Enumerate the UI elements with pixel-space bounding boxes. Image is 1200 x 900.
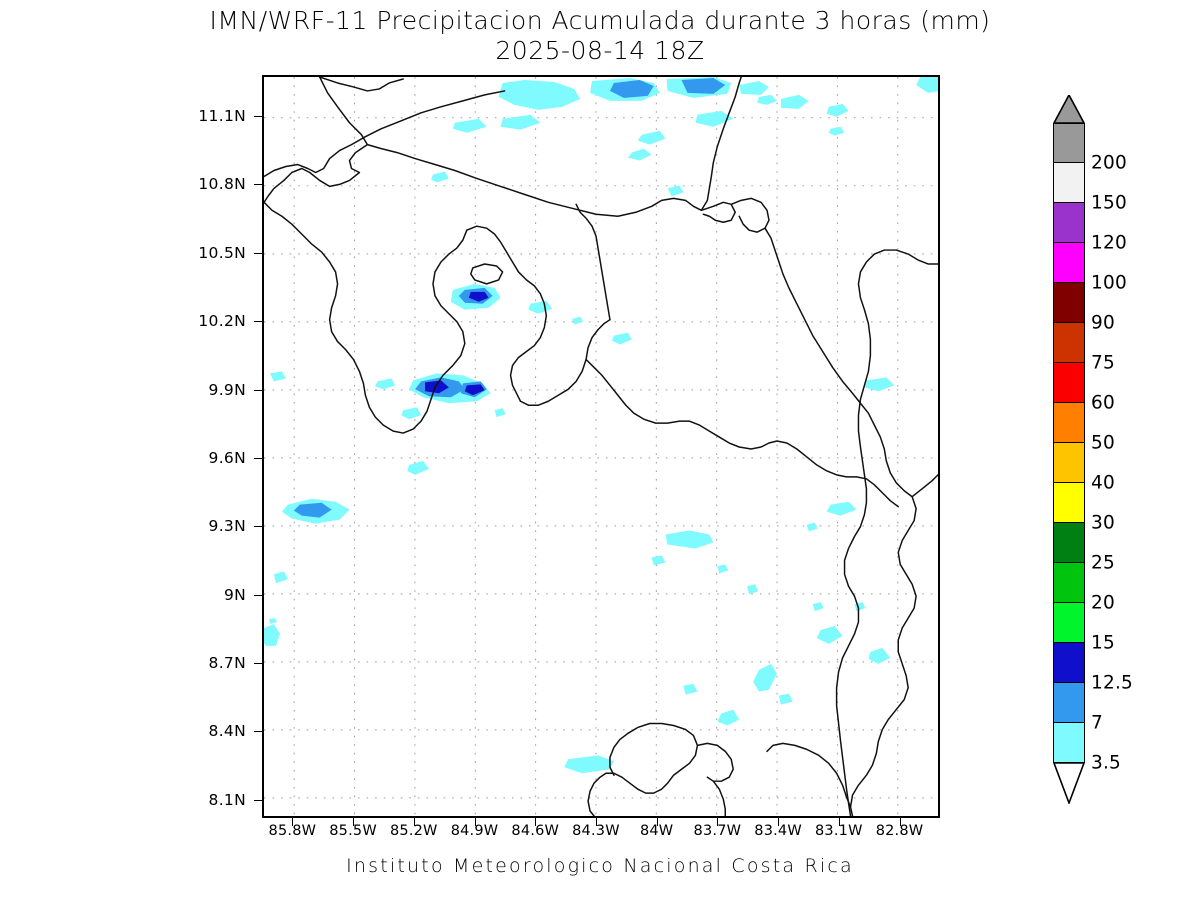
colorbar-segment bbox=[1053, 203, 1085, 243]
x-axis-label: 82.8W bbox=[875, 823, 924, 839]
y-axis-label: 9.9N bbox=[208, 380, 246, 399]
colorbar-tick-label: 50 bbox=[1091, 432, 1115, 454]
x-axis-label: 85.2W bbox=[389, 823, 438, 839]
chart-title-line1: IMN/WRF-11 Precipitacion Acumulada duran… bbox=[209, 6, 991, 35]
x-axis-label: 85.5W bbox=[329, 823, 377, 839]
colorbar-tick-label: 3.5 bbox=[1091, 752, 1122, 774]
colorbar-tick-label: 150 bbox=[1091, 192, 1127, 214]
y-axis-label: 10.8N bbox=[198, 175, 246, 194]
x-axis-tick bbox=[595, 818, 597, 826]
colorbar-segment bbox=[1053, 723, 1085, 763]
colorbar-tick-label: 90 bbox=[1091, 312, 1115, 334]
x-axis-label: 85.8W bbox=[268, 823, 317, 839]
x-axis-tick bbox=[656, 818, 658, 826]
y-axis-tick bbox=[254, 116, 262, 118]
map-plot-area bbox=[262, 75, 940, 818]
x-axis-tick bbox=[474, 818, 476, 826]
x-axis-tick bbox=[899, 818, 901, 826]
y-axis-label: 8.4N bbox=[208, 722, 246, 741]
colorbar-segment bbox=[1053, 523, 1085, 563]
y-axis-tick bbox=[254, 321, 262, 323]
colorbar-segment bbox=[1053, 603, 1085, 643]
y-axis-tick bbox=[254, 457, 262, 459]
colorbar-segment bbox=[1053, 403, 1085, 443]
colorbar-tick-label: 15 bbox=[1091, 632, 1115, 654]
colorbar-tick-label: 40 bbox=[1091, 472, 1115, 494]
colorbar-tick-label: 7 bbox=[1091, 712, 1103, 734]
colorbar-segment bbox=[1053, 643, 1085, 683]
y-axis-tick bbox=[254, 252, 262, 254]
y-axis-label: 10.2N bbox=[198, 312, 246, 331]
x-axis-label: 83.1W bbox=[814, 823, 863, 839]
colorbar-segment bbox=[1053, 243, 1085, 283]
colorbar-segment bbox=[1053, 363, 1085, 403]
colorbar-tick-label: 60 bbox=[1091, 392, 1115, 414]
y-axis-tick bbox=[254, 184, 262, 186]
x-axis-tick bbox=[353, 818, 355, 826]
map-canvas bbox=[264, 77, 938, 816]
x-axis-label: 84W bbox=[639, 823, 674, 839]
x-axis-label: 84.6W bbox=[511, 823, 560, 839]
x-axis-label: 83.4W bbox=[754, 823, 802, 839]
x-axis-label: 84.9W bbox=[450, 823, 499, 839]
y-axis-tick bbox=[254, 526, 262, 528]
map-gridlines bbox=[264, 77, 938, 816]
chart-title-line2: 2025-08-14 18Z bbox=[495, 36, 705, 65]
y-axis-tick bbox=[254, 389, 262, 391]
colorbar-segment bbox=[1053, 443, 1085, 483]
y-axis-label: 11.1N bbox=[198, 107, 246, 126]
y-axis-tick bbox=[254, 663, 262, 665]
colorbar-above-max-arrow bbox=[1053, 95, 1085, 124]
y-axis-label: 10.5N bbox=[198, 243, 246, 262]
colorbar-segment bbox=[1053, 163, 1085, 203]
y-axis-label: 8.1N bbox=[208, 790, 246, 809]
colorbar-segment bbox=[1053, 483, 1085, 523]
x-axis-label: 83.7W bbox=[693, 823, 742, 839]
y-axis-tick bbox=[254, 799, 262, 801]
x-axis-tick bbox=[535, 818, 537, 826]
colorbar-tick-label: 120 bbox=[1091, 232, 1127, 254]
colorbar-segment bbox=[1053, 283, 1085, 323]
colorbar-segment bbox=[1053, 683, 1085, 723]
x-axis-tick bbox=[838, 818, 840, 826]
precipitation-shading bbox=[264, 77, 938, 774]
colorbar-below-min-arrow bbox=[1053, 762, 1085, 804]
x-axis-label: 84.3W bbox=[572, 823, 620, 839]
y-axis-tick bbox=[254, 594, 262, 596]
y-axis-label: 9.6N bbox=[208, 448, 246, 467]
colorbar-tick-label: 30 bbox=[1091, 512, 1115, 534]
y-axis-label: 9.3N bbox=[208, 517, 246, 536]
colorbar-segment bbox=[1053, 563, 1085, 603]
x-axis-tick bbox=[292, 818, 294, 826]
x-axis-tick bbox=[778, 818, 780, 826]
coastline-and-borders bbox=[264, 77, 938, 816]
colorbar-tick-label: 25 bbox=[1091, 552, 1115, 574]
colorbar-tick-label: 75 bbox=[1091, 352, 1115, 374]
colorbar-tick-label: 20 bbox=[1091, 592, 1115, 614]
x-axis-tick bbox=[717, 818, 719, 826]
colorbar[interactable] bbox=[1053, 123, 1085, 763]
colorbar-tick-label: 12.5 bbox=[1091, 672, 1133, 694]
figure-footer-credit: Instituto Meteorologico Nacional Costa R… bbox=[346, 855, 854, 877]
colorbar-segment bbox=[1053, 123, 1085, 163]
y-axis-label: 9N bbox=[223, 585, 246, 604]
y-axis-tick bbox=[254, 731, 262, 733]
x-axis-tick bbox=[413, 818, 415, 826]
colorbar-tick-label: 200 bbox=[1091, 152, 1127, 174]
y-axis-label: 8.7N bbox=[208, 654, 246, 673]
colorbar-tick-label: 100 bbox=[1091, 272, 1127, 294]
colorbar-segment bbox=[1053, 323, 1085, 363]
